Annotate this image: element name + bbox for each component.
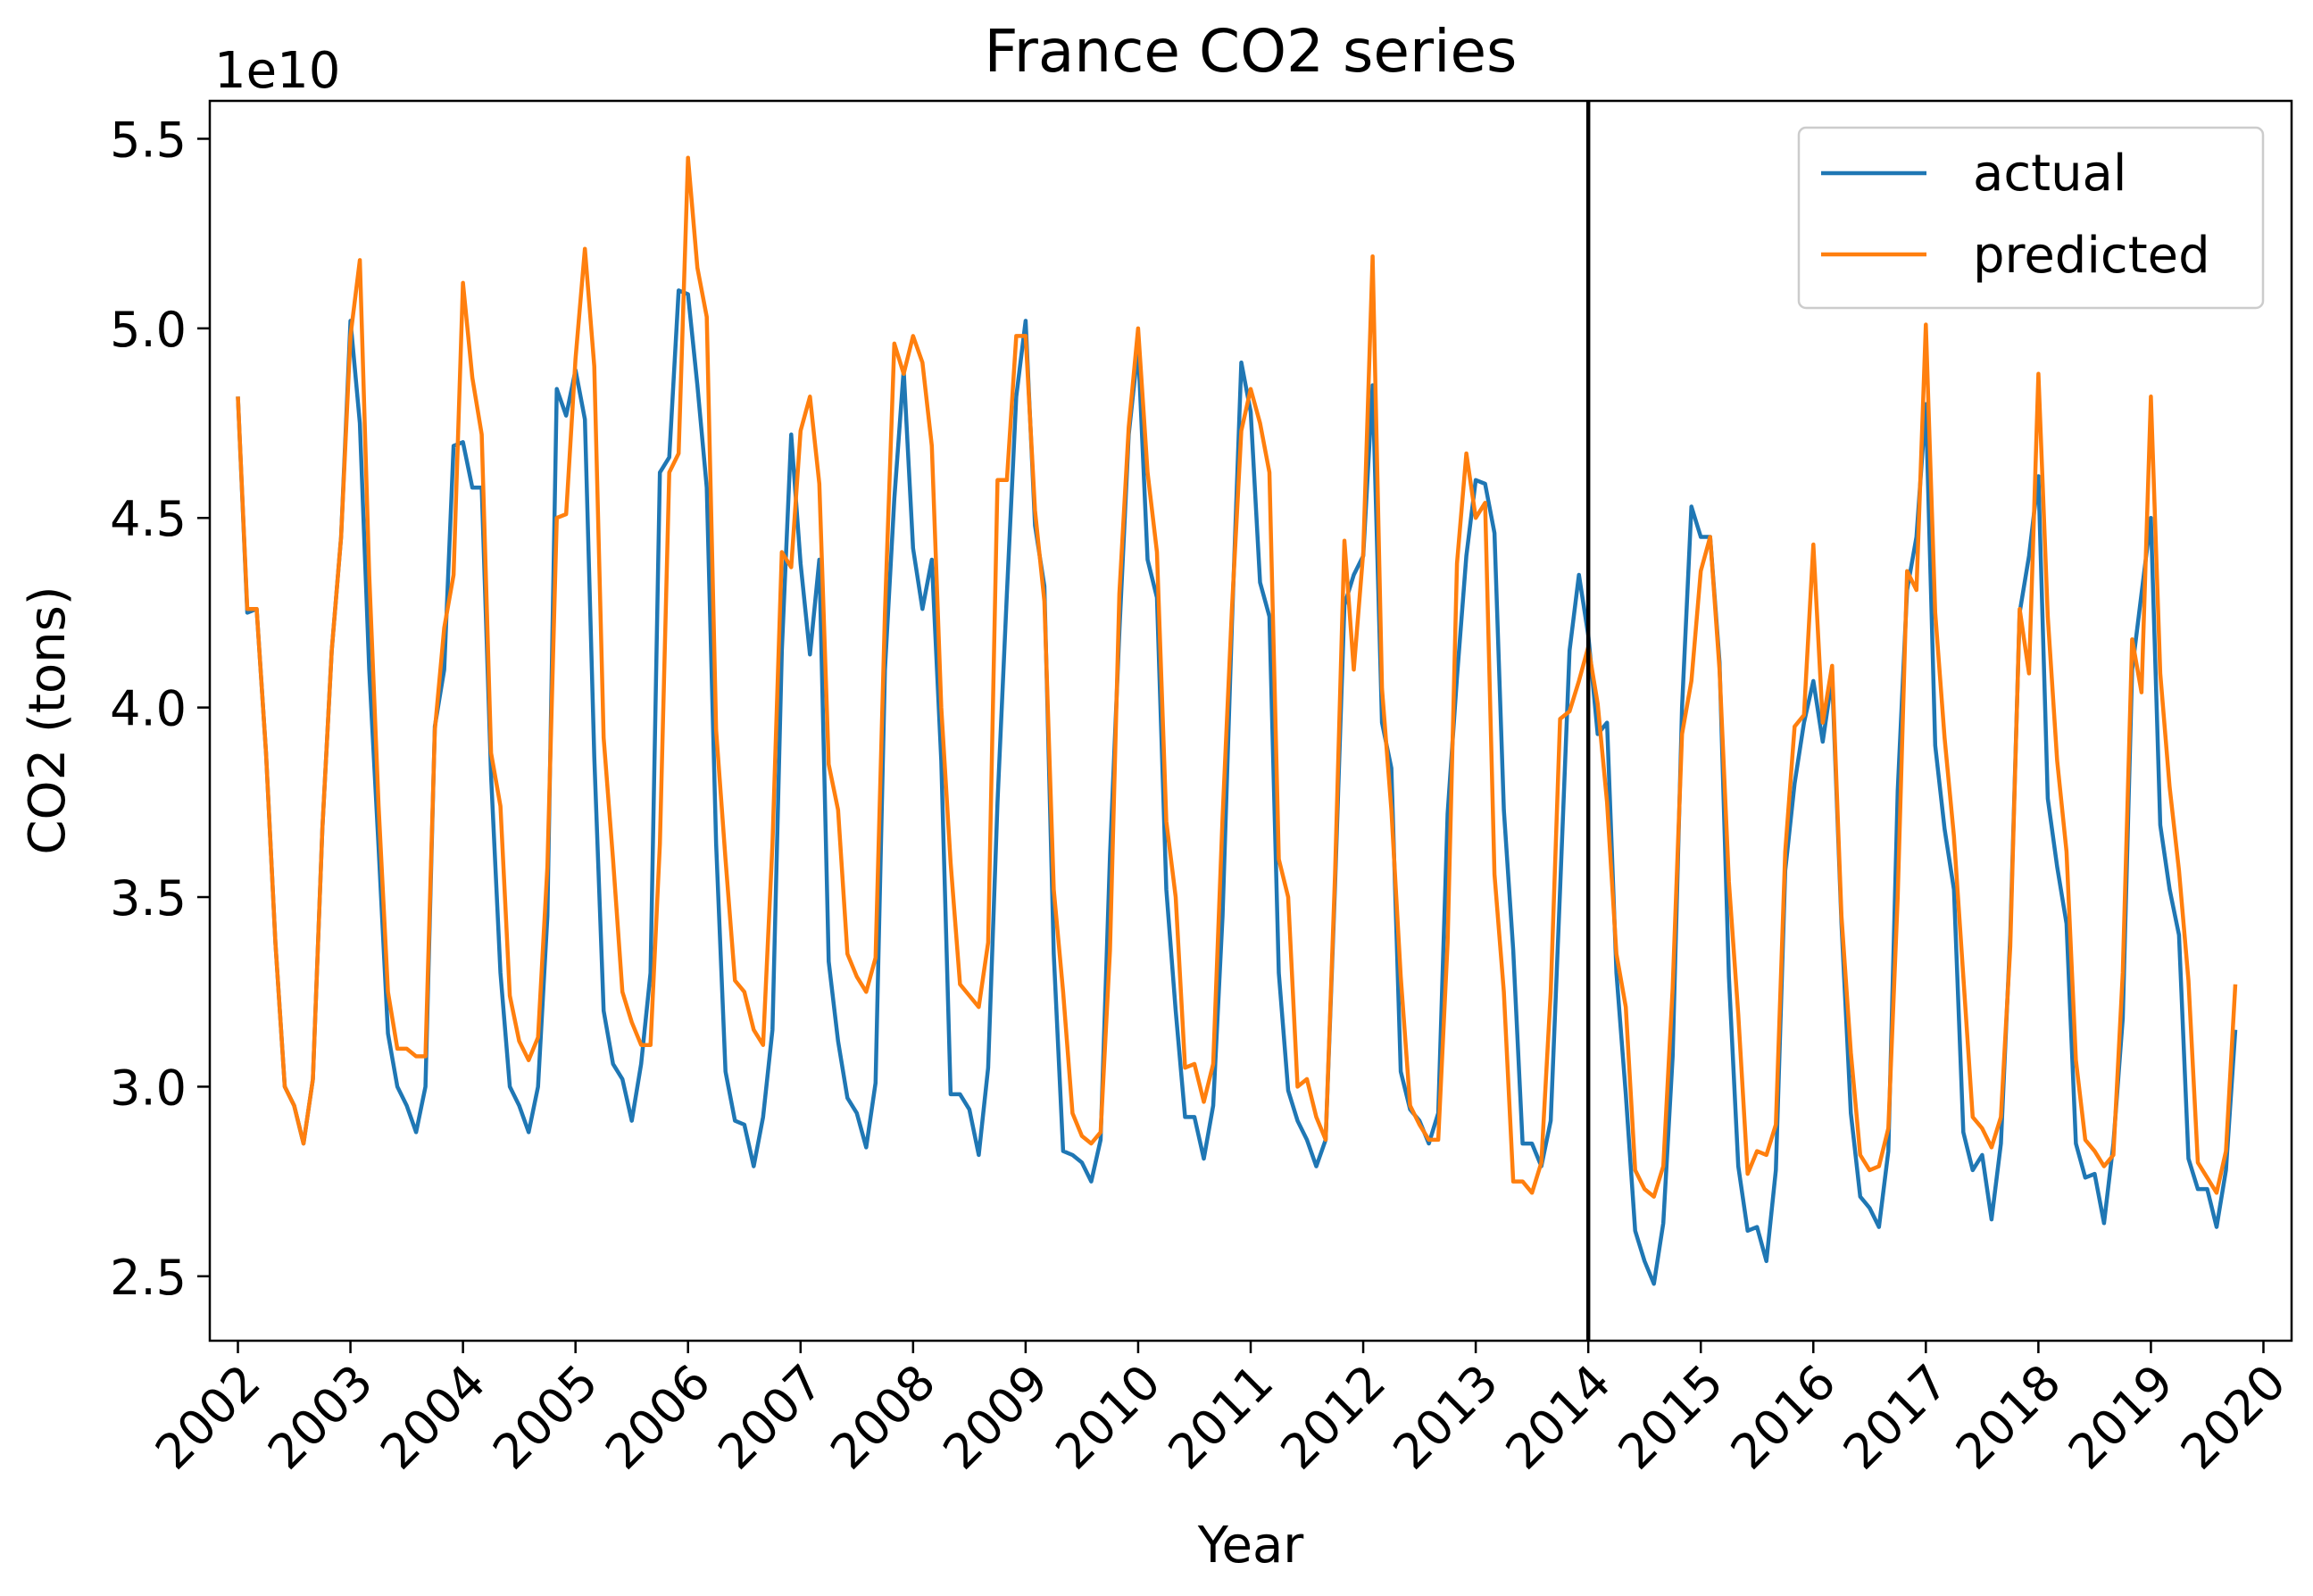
legend-label-actual: actual bbox=[1973, 145, 2126, 203]
x-axis-label: Year bbox=[1197, 1517, 1305, 1575]
y-tick-label: 3.5 bbox=[110, 870, 187, 927]
chart-title: France CO2 series bbox=[985, 17, 1518, 86]
legend: actual predicted bbox=[1797, 126, 2265, 310]
y-tick-label: 4.0 bbox=[110, 681, 187, 737]
y-tick-label: 5.0 bbox=[110, 302, 187, 358]
y-axis: 2.5 3.0 3.5 4.0 4.5 5.0 5.5 bbox=[110, 112, 210, 1306]
y-tick-label: 3.0 bbox=[110, 1060, 187, 1116]
y-offset-text: 1e10 bbox=[214, 42, 340, 100]
series-line-predicted bbox=[236, 155, 2238, 1199]
y-tick-label: 5.5 bbox=[110, 112, 187, 168]
y-tick-label: 4.5 bbox=[110, 491, 187, 547]
series-layer bbox=[236, 155, 2238, 1286]
legend-label-predicted: predicted bbox=[1973, 227, 2210, 285]
y-axis-label: CO2 (tons) bbox=[19, 586, 77, 854]
y-tick-label: 2.5 bbox=[110, 1250, 187, 1306]
